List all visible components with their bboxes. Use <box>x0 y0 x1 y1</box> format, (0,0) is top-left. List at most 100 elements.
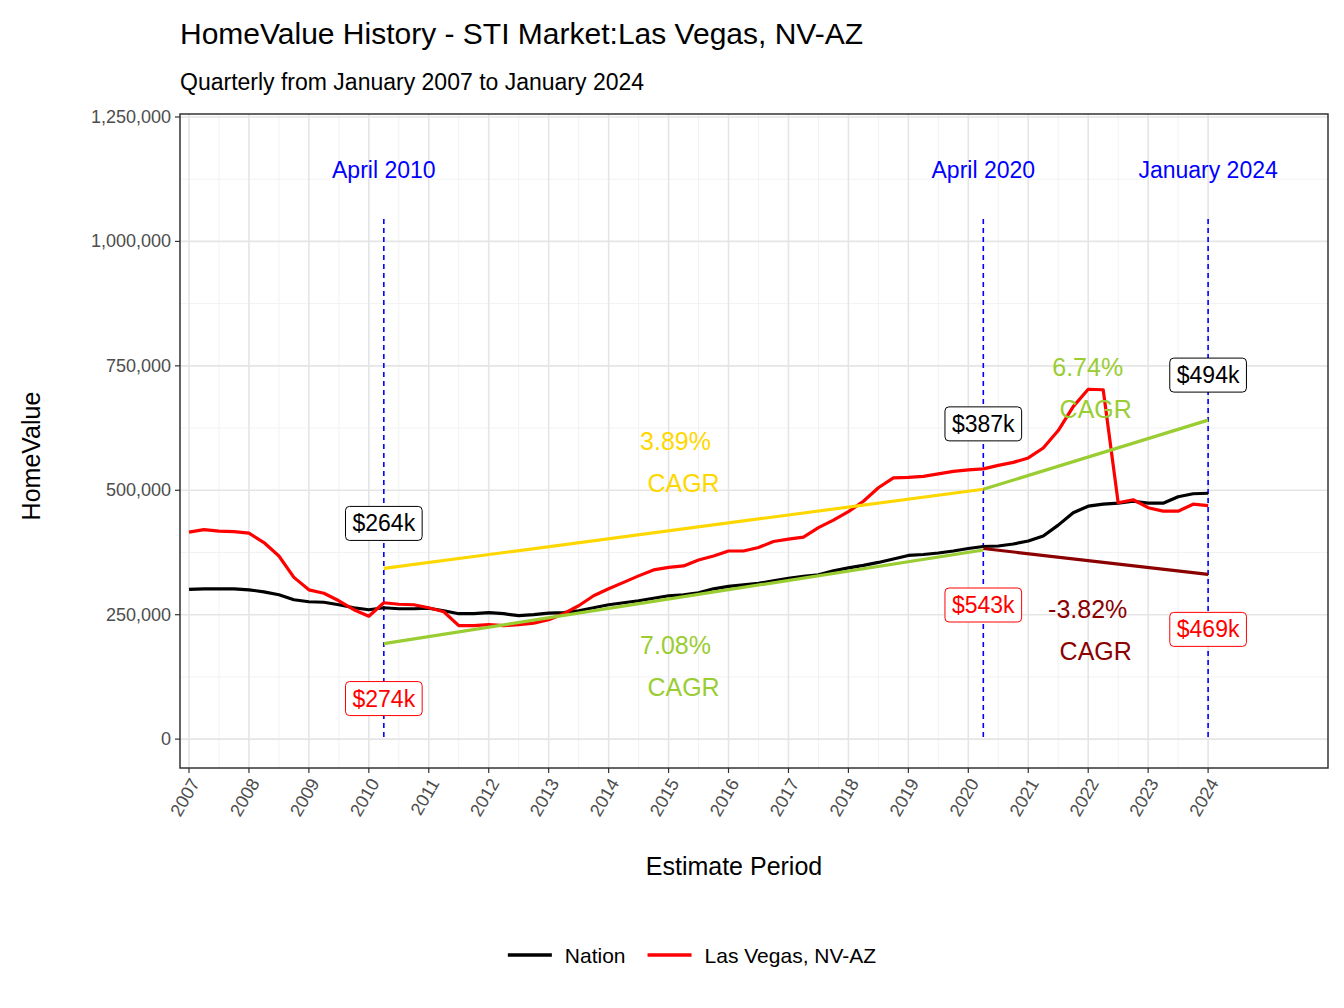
minor-grid-line <box>180 428 1328 429</box>
label-box <box>1170 612 1247 646</box>
minor-grid-line <box>458 114 459 768</box>
minor-grid-line <box>818 114 819 768</box>
grid-line <box>180 489 1328 491</box>
tick-label: 2018 <box>826 775 863 820</box>
tick-label: 2008 <box>226 775 263 820</box>
grid-line <box>248 114 250 768</box>
value-label: $387k <box>945 407 1022 441</box>
legend-swatch <box>648 953 692 957</box>
minor-grid-line <box>218 114 219 768</box>
trend-label: 3.89% <box>640 427 711 455</box>
grid-line <box>428 114 430 768</box>
grid-line <box>788 114 790 768</box>
grid-line <box>1027 114 1029 768</box>
title: HomeValue History - STI Market:Las Vegas… <box>180 17 863 50</box>
minor-grid-line <box>1058 114 1059 768</box>
value-label: $274k <box>345 682 422 716</box>
marker-line <box>983 219 985 739</box>
tick-label: 2010 <box>346 775 383 820</box>
trend-line <box>384 550 983 644</box>
minor-grid-line <box>578 114 579 768</box>
marker-label: January 2024 <box>1138 157 1278 183</box>
grid-line <box>728 114 730 768</box>
minor-grid-line <box>338 114 339 768</box>
marker-line <box>383 219 385 739</box>
value-label: $469k <box>1170 612 1247 646</box>
data-area <box>189 389 1208 643</box>
grid-line <box>548 114 550 768</box>
tick-label: 2007 <box>166 775 203 820</box>
minor-grid-line <box>180 552 1328 553</box>
grid-line <box>1147 114 1149 768</box>
tick-label: 2012 <box>466 775 503 820</box>
minor-grid-line <box>180 303 1328 304</box>
data-label: $387k <box>952 411 1015 437</box>
marker-line <box>1207 219 1209 739</box>
data-label: $543k <box>952 592 1015 618</box>
grid <box>180 114 1328 768</box>
trend-label: CAGR <box>1060 637 1132 665</box>
tick-label: 2020 <box>946 775 983 820</box>
series-line <box>189 389 1208 625</box>
minor-grid-line <box>278 114 279 768</box>
markers: April 2010 April 2020 January 2024 <box>332 157 1278 739</box>
tick-label: 2022 <box>1066 775 1103 820</box>
tick-label: 250,000 <box>106 605 171 625</box>
grid-line <box>180 614 1328 616</box>
trend-line <box>983 549 1208 575</box>
legend-label: Las Vegas, NV-AZ <box>705 944 877 967</box>
minor-grid-line <box>1178 114 1179 768</box>
tick-label: 2015 <box>646 775 683 820</box>
tick-label: 2021 <box>1006 775 1043 820</box>
value-label: $543k <box>945 588 1022 622</box>
value-label: $264k <box>345 506 422 540</box>
annotations: 3.89%CAGR7.08%CAGR6.74%CAGR-3.82%CAGR$26… <box>345 353 1246 716</box>
minor-grid-line <box>938 114 939 768</box>
data-label: $264k <box>352 510 415 536</box>
tick-label: 2011 <box>407 775 444 819</box>
data-label: $469k <box>1177 616 1240 642</box>
trend-line <box>384 489 983 568</box>
trend-label: CAGR <box>647 469 719 497</box>
plot-panel <box>180 114 1328 768</box>
marker-label: April 2020 <box>932 157 1036 183</box>
grid-line <box>608 114 610 768</box>
tick-label: 2024 <box>1185 775 1222 820</box>
grid-line <box>368 114 370 768</box>
value-label: $494k <box>1170 358 1247 392</box>
grid-line <box>180 116 1328 118</box>
tick-label: 500,000 <box>106 480 171 500</box>
label-box <box>945 588 1022 622</box>
label-box <box>945 407 1022 441</box>
tick-label: 2014 <box>586 775 623 820</box>
minor-grid-line <box>518 114 519 768</box>
minor-grid-line <box>638 114 639 768</box>
tick-label: 2016 <box>706 775 743 820</box>
data-label: $494k <box>1177 362 1240 388</box>
grid-line <box>848 114 850 768</box>
legend-label: Nation <box>565 944 626 967</box>
trend-label: 6.74% <box>1052 353 1123 381</box>
legend: Nation Las Vegas, NV-AZ <box>508 944 876 967</box>
tick-label: 1,000,000 <box>91 231 171 251</box>
grid-line <box>188 114 190 768</box>
tick-label: 0 <box>161 729 171 749</box>
grid-line <box>488 114 490 768</box>
tick-label: 750,000 <box>106 356 171 376</box>
data-label: $274k <box>352 686 415 712</box>
grid-line <box>908 114 910 768</box>
minor-grid-line <box>878 114 879 768</box>
plot-frame <box>180 114 1328 768</box>
minor-grid-line <box>180 676 1328 677</box>
grid-line <box>1207 114 1209 768</box>
minor-grid-line <box>758 114 759 768</box>
trend-label: CAGR <box>1060 395 1132 423</box>
axes: 0250,000500,000750,0001,000,0001,250,000… <box>91 107 1223 820</box>
legend-swatch <box>508 953 552 957</box>
marker-label: April 2010 <box>332 157 436 183</box>
background <box>0 0 1344 1008</box>
tick-label: 2019 <box>886 775 923 820</box>
x-axis-label: Estimate Period <box>646 852 822 880</box>
chart: HomeValue History - STI Market:Las Vegas… <box>0 0 1344 1008</box>
label-box <box>345 682 422 716</box>
